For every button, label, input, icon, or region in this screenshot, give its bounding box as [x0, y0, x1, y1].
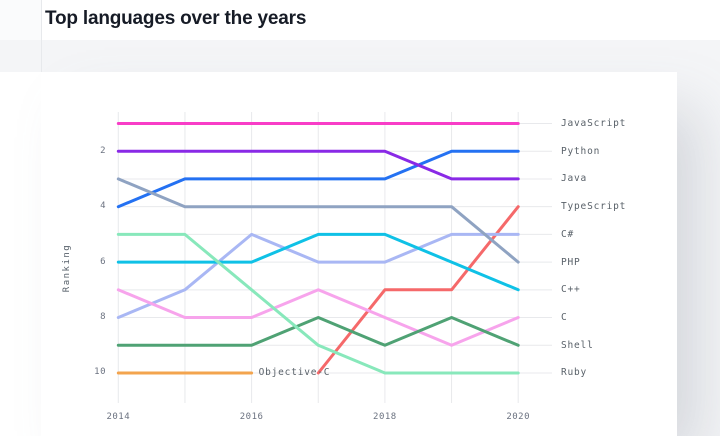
legend-item-c: C++: [561, 284, 581, 296]
page-title: Top languages over the years: [45, 8, 307, 29]
series-line-php[interactable]: [116, 177, 520, 264]
legend-item-javascript: JavaScript: [561, 118, 627, 129]
y-tick-2: 2: [100, 145, 106, 156]
legend-item-php: PHP: [561, 256, 581, 268]
left-divider-line: [41, 0, 42, 92]
y-tick-6: 6: [100, 256, 106, 267]
legend-item-c: C#: [561, 228, 575, 240]
legend-item-shell: Shell: [561, 339, 594, 351]
page-right-margin: [677, 40, 720, 436]
y-tick-8: 8: [100, 312, 106, 323]
inline-label-objective-c: Objective-C: [258, 367, 331, 379]
legend-item-ruby: Ruby: [561, 367, 588, 379]
legend-item-typescript: TypeScript: [561, 201, 627, 213]
chart-card: [41, 72, 677, 436]
page-header: Top languages over the years: [0, 0, 720, 40]
series-line-c[interactable]: [116, 232, 520, 319]
y-tick-4: 4: [100, 201, 106, 212]
series-line-c[interactable]: [116, 288, 520, 347]
page-background-band: [0, 40, 720, 72]
series-line-java[interactable]: [116, 149, 520, 181]
header-left-gutter: [0, 0, 41, 40]
series-line-python[interactable]: [116, 149, 520, 209]
legend-item-python: Python: [561, 145, 601, 157]
series-line-shell[interactable]: [116, 316, 520, 347]
legend-item-java: Java: [561, 173, 588, 185]
legend-item-c: C: [561, 312, 568, 324]
series-line-ruby[interactable]: [116, 232, 520, 375]
x-tick-2016: 2016: [239, 412, 264, 422]
y-tick-10: 10: [94, 367, 106, 378]
x-tick-2020: 2020: [506, 412, 531, 422]
x-tick-2018: 2018: [373, 412, 397, 422]
y-axis-title: Ranking: [62, 243, 72, 293]
series-line-c[interactable]: [116, 232, 520, 292]
x-tick-2014: 2014: [106, 412, 131, 422]
